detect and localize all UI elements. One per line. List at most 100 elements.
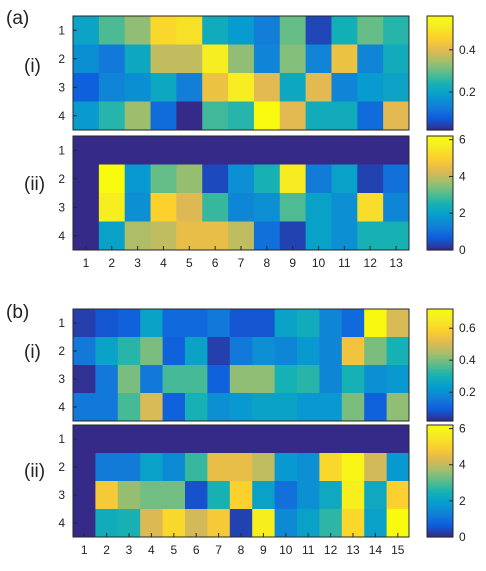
- heatmap-a-ii-cell-r3-c10: [305, 193, 332, 222]
- heatmap-a-i-cell-r3-c1: [73, 73, 100, 102]
- heatmap-a-ii-xtick-label-1: 1: [83, 256, 90, 270]
- heatmap-a-i-cell-r2-c8: [253, 44, 281, 74]
- colorbar-a-i-segment-7: [427, 27, 453, 30]
- colorbar-a-i-segment-27: [427, 65, 453, 68]
- heatmap-a-i-cell-r2-c11: [331, 44, 358, 74]
- heatmap-a-i-cell-r4-c7: [228, 101, 255, 131]
- heatmap-a-i-cell-r3-c6: [202, 73, 229, 102]
- heatmap-b-i-cell-r4-c7: [207, 393, 231, 422]
- heatmap-a-ii-cell-r4-c11: [331, 221, 358, 251]
- heatmap-b-i-cell-r2-c10: [274, 337, 298, 366]
- heatmap-b-ii-cell-r4-c6: [185, 509, 208, 538]
- heatmap-a-ii-cell-r4-c2: [98, 221, 126, 251]
- heatmap-a-i-cell-r2-c3: [124, 44, 152, 74]
- heatmap-a-i-cell-r4-c10: [305, 101, 332, 131]
- colorbar-a-ii-segment-25: [427, 181, 453, 185]
- heatmap-b-i-cell-r1-c13: [341, 309, 365, 338]
- heatmap-a-ii-cell-r2-c3: [124, 164, 152, 194]
- colorbar-a-i-segment-18: [427, 48, 453, 51]
- colorbar-b-ii-segment-23: [427, 466, 453, 469]
- heatmap-b-i-cell-r4-c15: [386, 393, 410, 422]
- heatmap-a-ii-cell-r1-c8: [253, 136, 281, 165]
- heatmap-b-ii-cell-r3-c6: [185, 481, 208, 510]
- heatmap-a-i-cell-r3-c4: [150, 73, 177, 102]
- heatmap-a-i-cell-r1-c10: [305, 16, 332, 45]
- heatmap-b-ii-ytick-label-2: 2: [58, 460, 65, 474]
- colorbar-a-ii-segment-5: [427, 143, 453, 147]
- colorbar-a-i-segment-56: [427, 120, 453, 123]
- heatmap-b-ii-cell-r4-c10: [274, 509, 298, 538]
- colorbar-a-ii-frame: [426, 135, 454, 251]
- colorbar-a-ii-segment-35: [427, 200, 453, 204]
- heatmap-b-ii-cell-r4-c11: [297, 509, 320, 538]
- heatmap-b-i-cell-r3-c1: [73, 365, 96, 394]
- heatmap-a-ii-cell-r4-c13: [383, 221, 410, 251]
- heatmap-b-i-cell-r4-c12: [319, 393, 343, 422]
- colorbar-a-ii-segment-6: [427, 145, 453, 148]
- heatmap-a-ii-cell-r2-c7: [228, 164, 255, 194]
- colorbar-a-i-segment-31: [427, 73, 453, 76]
- heatmap-a-i-cell-r1-c4: [150, 16, 177, 45]
- heatmap-b-ii-cell-r3-c7: [207, 481, 231, 510]
- heatmap-b-i-cell-r1-c3: [117, 309, 141, 338]
- heatmap-a-ii-cell-r4-c7: [228, 221, 255, 251]
- colorbar-b-i-segment-27: [427, 357, 453, 360]
- colorbar-a-i-segment-15: [427, 42, 453, 46]
- colorbar-b-ii-segment-28: [427, 475, 453, 478]
- heatmap-a-ii-ytick-label-4: 4: [58, 229, 65, 243]
- heatmap-b-i-cell-r2-c11: [297, 337, 320, 366]
- colorbar-a-i-segment-12: [427, 36, 453, 40]
- colorbar-a-i-segment-43: [427, 95, 453, 99]
- colorbar-a-i-segment-25: [427, 61, 453, 65]
- heatmap-b-ii-xtick-label-9: 9: [260, 543, 267, 557]
- heatmap-b-i-ytick-label-1: 1: [58, 316, 65, 330]
- heatmap-a-ii-cell-r1-c9: [279, 136, 307, 165]
- colorbar-b-ii-segment-4: [427, 430, 453, 434]
- heatmap-a-ii-cell-r3-c6: [202, 193, 229, 222]
- colorbar-a-i-segment-17: [427, 46, 453, 49]
- heatmap-b-i-cell-r4-c4: [140, 393, 164, 422]
- colorbar-a-i-segment-6: [427, 25, 453, 28]
- heatmap-a-ii-xtick-label-10: 10: [312, 256, 326, 270]
- heatmap-b-ii-cell-r4-c8: [229, 509, 253, 538]
- heatmap-a-ii-cell-r4-c9: [279, 221, 307, 251]
- panel-b-sub-i-label: (i): [24, 342, 41, 363]
- heatmap-a-ii-cell-r3-c3: [124, 193, 152, 222]
- heatmap-a-i-ytick-label-4: 4: [58, 109, 65, 123]
- heatmap-b-i-cell-r3-c2: [95, 365, 119, 394]
- colorbar-b-i-segment-36: [427, 374, 453, 377]
- heatmap-a-i-cell-r4-c11: [331, 101, 358, 131]
- colorbar-b-i-segment-10: [427, 325, 453, 329]
- colorbar-b-ii-segment-54: [427, 523, 453, 527]
- colorbar-a-ii-segment-51: [427, 231, 453, 234]
- heatmap-b-ii-cell-r4-c4: [140, 509, 164, 538]
- colorbar-a-ii-segment-20: [427, 172, 453, 175]
- heatmap-a-i-cell-r2-c10: [305, 44, 332, 74]
- heatmap-b-ii-cell-r2-c2: [95, 453, 119, 482]
- heatmap-b-i-cell-r2-c1: [73, 337, 96, 366]
- colorbar-b-i-segment-5: [427, 316, 453, 319]
- colorbar-a-ii-segment-54: [427, 236, 453, 240]
- colorbar-a-i-segment-41: [427, 92, 453, 95]
- heatmap-b-i-cell-r1-c2: [95, 309, 119, 338]
- heatmap-b-i-cell-r1-c11: [297, 309, 320, 338]
- colorbar-b-i-segment-4: [427, 314, 453, 318]
- colorbar-b-ii-segment-47: [427, 510, 453, 514]
- heatmap-a-i-cell-r2-c5: [176, 44, 203, 74]
- heatmap-a-ii-xtick-label-8: 8: [264, 256, 271, 270]
- panel-a-label: (a): [6, 8, 29, 29]
- colorbar-b-i-segment-28: [427, 359, 453, 362]
- colorbar-b-i-tick-label-2: 0.4: [459, 353, 476, 367]
- heatmap-b-i-cell-r1-c9: [252, 309, 276, 338]
- heatmap-a-ii-ytick-label-1: 1: [58, 143, 65, 157]
- panel-b-label: (b): [6, 302, 29, 323]
- heatmap-b-i-cell-r2-c15: [386, 337, 410, 366]
- colorbar-b-ii-segment-2: [427, 426, 453, 430]
- colorbar-a-i-segment-20: [427, 52, 453, 55]
- colorbar-b-i-segment-56: [427, 411, 453, 415]
- colorbar-a-ii-tick-label-2: 2: [459, 206, 466, 220]
- heatmap-a-i-cell-r4-c1: [73, 101, 100, 131]
- heatmap-a-ii-cell-r1-c3: [124, 136, 152, 165]
- colorbar-b-i-segment-8: [427, 322, 453, 325]
